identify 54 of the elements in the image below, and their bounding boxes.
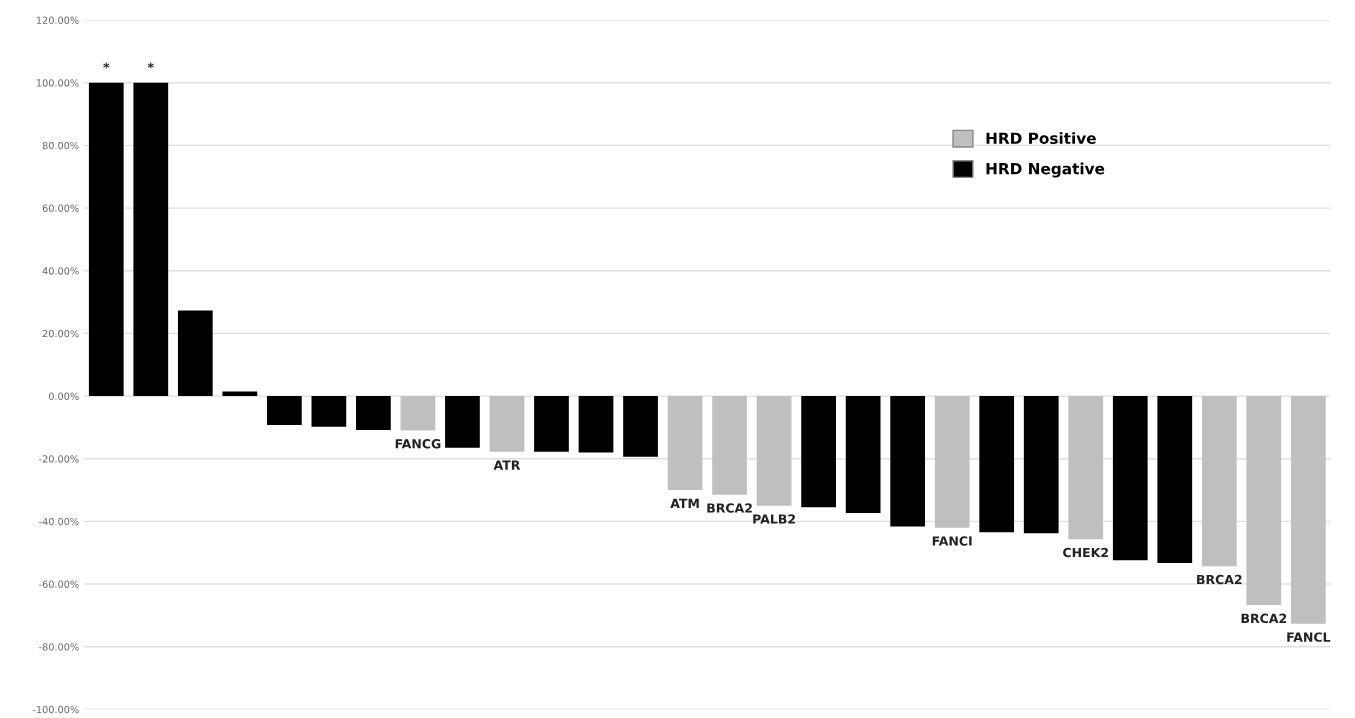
data-label: *	[147, 62, 154, 69]
bar	[578, 396, 614, 453]
bar	[1246, 396, 1282, 606]
y-tick-label: 40.00%	[42, 267, 79, 275]
data-label: BRCA2	[1197, 574, 1242, 585]
data-label: CHEK2	[1063, 547, 1108, 558]
y-tick-label: -80.00%	[39, 643, 79, 651]
bar	[1112, 396, 1148, 561]
bar	[756, 396, 792, 506]
bar	[623, 396, 658, 457]
bar	[667, 396, 703, 491]
bar	[934, 396, 970, 528]
data-label: FANCG	[395, 439, 441, 449]
bar	[845, 396, 881, 513]
y-tick-label: 0.00%	[48, 392, 79, 400]
data-label: ATR	[493, 460, 521, 470]
data-label: FANCI	[932, 536, 972, 546]
y-tick-label: -60.00%	[39, 580, 79, 588]
bar	[1068, 396, 1104, 540]
bar	[1157, 396, 1193, 564]
bar	[356, 396, 391, 430]
y-tick-label: -40.00%	[39, 517, 79, 526]
y-tick-label: 60.00%	[42, 204, 79, 212]
bar	[1201, 396, 1237, 567]
bar	[712, 396, 747, 495]
legend-label: HRD Negative	[986, 162, 1105, 178]
bar	[222, 391, 258, 397]
data-label: BRCA2	[1241, 613, 1287, 624]
y-tick-label: 120.00%	[36, 16, 79, 24]
bar	[133, 82, 169, 397]
bar	[445, 396, 480, 448]
bar	[266, 396, 302, 425]
data-label: PALB2	[753, 514, 795, 524]
y-tick-label: 20.00%	[42, 329, 79, 338]
data-label: BRCA2	[707, 503, 752, 513]
bar	[801, 396, 836, 508]
y-tick-label: -100.00%	[32, 705, 79, 714]
bar	[88, 82, 124, 397]
bar	[177, 310, 213, 397]
bar	[489, 396, 525, 452]
bar	[400, 396, 436, 431]
y-tick-label: -20.00%	[39, 455, 79, 463]
data-label: ATM	[670, 498, 699, 508]
bar	[979, 396, 1015, 533]
bar	[1290, 396, 1326, 624]
bar	[534, 396, 569, 452]
data-label: *	[103, 62, 110, 69]
bar	[1023, 396, 1059, 534]
data-label: FANCL	[1287, 632, 1331, 642]
y-tick-label: 100.00%	[36, 79, 79, 87]
legend-label: HRD Positive	[986, 132, 1096, 145]
bar	[890, 396, 926, 527]
bar	[311, 396, 347, 427]
y-tick-label: 80.00%	[42, 141, 79, 150]
